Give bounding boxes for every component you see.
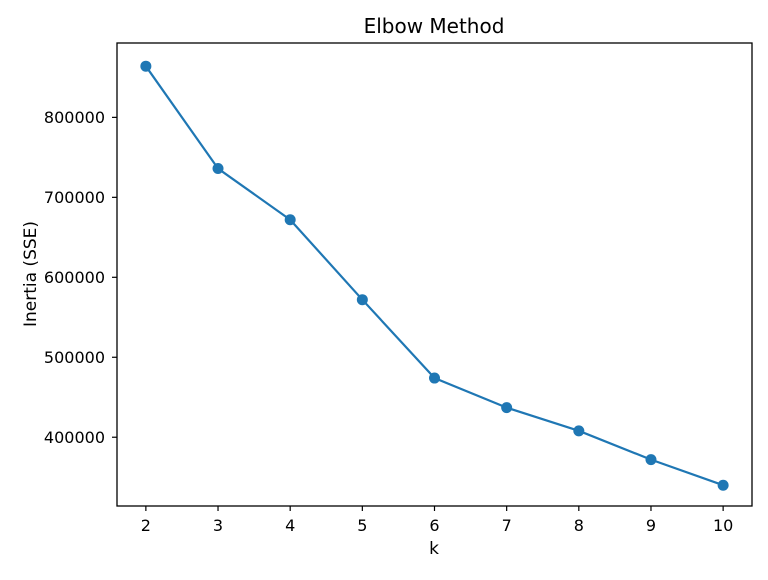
axes-spine <box>116 42 753 507</box>
data-series <box>140 60 729 491</box>
x-tick-label: 7 <box>502 516 512 535</box>
y-tick-label: 400000 <box>44 428 105 447</box>
data-point <box>501 402 513 414</box>
y-axis-ticks: 400000 500000 600000 700000 800000 <box>44 108 117 447</box>
chart-title: Elbow Method <box>364 14 505 38</box>
x-tick-label: 9 <box>646 516 656 535</box>
data-point <box>284 214 296 226</box>
y-tick-label: 600000 <box>44 268 105 287</box>
x-axis-ticks: 2 3 4 5 6 7 8 9 10 <box>141 506 733 535</box>
data-line <box>144 65 725 487</box>
data-point <box>140 60 152 72</box>
data-point <box>573 425 585 437</box>
data-point <box>212 163 224 175</box>
x-tick-label: 6 <box>429 516 439 535</box>
x-tick-label: 8 <box>574 516 584 535</box>
y-tick-label: 700000 <box>44 188 105 207</box>
data-point <box>429 372 440 384</box>
x-tick-label: 10 <box>713 516 733 535</box>
x-axis-label: k <box>429 539 439 559</box>
x-tick-label: 2 <box>141 516 151 535</box>
data-point <box>356 294 368 306</box>
x-tick-label: 5 <box>357 516 367 535</box>
y-axis-label: Inertia (SSE) <box>21 221 41 327</box>
data-point <box>717 479 729 491</box>
y-tick-label: 800000 <box>44 108 105 127</box>
data-point <box>645 454 657 466</box>
x-tick-label: 3 <box>213 516 223 535</box>
y-tick-label: 500000 <box>44 348 105 367</box>
x-tick-label: 4 <box>285 516 295 535</box>
